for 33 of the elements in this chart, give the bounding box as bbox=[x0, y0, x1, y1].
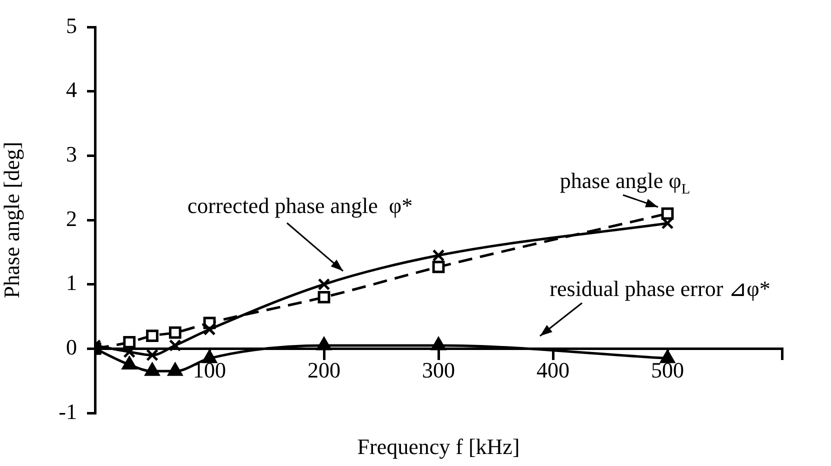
x-tick-label: 100 bbox=[193, 358, 226, 383]
y-tick-label: 4 bbox=[66, 77, 77, 102]
point bbox=[168, 362, 182, 376]
y-axis-title: Phase angle [deg] bbox=[0, 142, 24, 298]
x-tick-label: 200 bbox=[308, 358, 340, 383]
point bbox=[318, 278, 330, 291]
point bbox=[168, 339, 182, 352]
y-tick-label: 0 bbox=[66, 334, 77, 360]
y-tick-label: 1 bbox=[66, 270, 77, 296]
annotation: corrected phase angle φ* bbox=[187, 193, 413, 218]
point bbox=[146, 330, 158, 342]
point bbox=[432, 260, 445, 274]
y-tick-label: 2 bbox=[66, 206, 77, 231]
point bbox=[203, 323, 216, 336]
x-tick-label: 500 bbox=[651, 358, 684, 383]
point bbox=[431, 337, 446, 350]
x-tick-label: 400 bbox=[536, 358, 570, 383]
annotation: residual phase error ⊿φ* bbox=[550, 276, 770, 301]
point bbox=[432, 249, 445, 262]
point bbox=[123, 336, 136, 348]
y-tick-label: 5 bbox=[66, 12, 77, 38]
point bbox=[122, 356, 137, 370]
point bbox=[146, 348, 158, 362]
x-axis-title: Frequency f [kHz] bbox=[357, 434, 520, 459]
point bbox=[144, 362, 160, 376]
x-tick-label: 300 bbox=[422, 358, 455, 383]
y-tick-label: 3 bbox=[66, 141, 77, 166]
point bbox=[202, 350, 217, 364]
y-tick-label: -1 bbox=[58, 398, 77, 424]
point bbox=[316, 337, 332, 350]
point bbox=[318, 291, 330, 304]
point bbox=[661, 207, 674, 220]
point bbox=[168, 326, 182, 339]
